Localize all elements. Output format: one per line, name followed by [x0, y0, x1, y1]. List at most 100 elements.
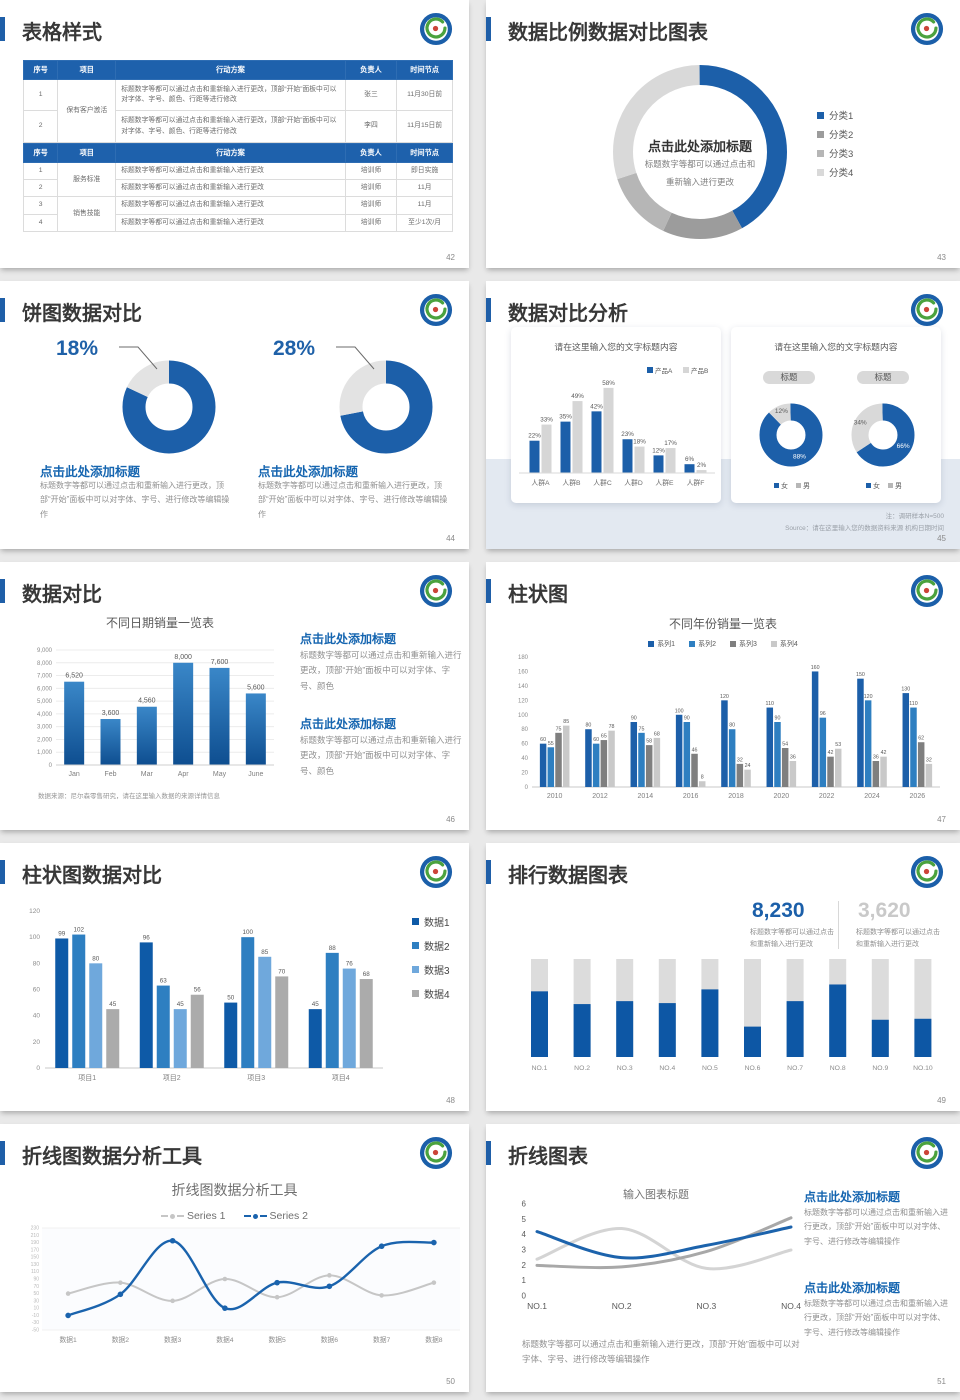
divider: [838, 901, 839, 949]
svg-text:-50: -50: [32, 1328, 39, 1334]
svg-text:22%: 22%: [528, 433, 541, 440]
svg-text:190: 190: [31, 1240, 40, 1246]
svg-text:人群B: 人群B: [562, 478, 581, 487]
slide-45: 数据对比分析 请在这里输入您的文字标题内容 产品A 产品B 22% 33% 人群A 35%…: [486, 281, 960, 549]
svg-text:男: 男: [895, 482, 902, 490]
block-title: 点击此处添加标题: [258, 465, 359, 479]
svg-text:NO.4: NO.4: [659, 1065, 675, 1072]
svg-text:60: 60: [521, 742, 528, 748]
chart-footnote: 数据来源：尼尔森零售研究，请在这里输入数据的来源详情信息: [38, 793, 220, 800]
accent-bar: [0, 298, 5, 322]
svg-text:数据4: 数据4: [216, 1335, 234, 1344]
svg-text:2012: 2012: [592, 793, 608, 800]
svg-text:76: 76: [346, 961, 354, 968]
accent-bar: [486, 17, 491, 41]
chart-legend: 系列1 系列2 系列3 系列4: [486, 634, 960, 652]
block-title: 点击此处添加标题: [40, 465, 141, 479]
slide-46: 数据对比 不同日期销量一览表 0 1,000 2,000 3,000 4,000 5,00…: [0, 562, 469, 830]
svg-text:80: 80: [521, 727, 528, 733]
svg-text:30: 30: [33, 1298, 39, 1304]
svg-text:90: 90: [33, 1277, 39, 1283]
svg-text:2026: 2026: [910, 793, 926, 800]
svg-text:36: 36: [790, 755, 796, 761]
slide-42: 表格样式 序号 项目 行动方案 负责人 时间节点 1 保有客户激活 标题数字等都可以通过点击和…: [0, 0, 469, 268]
slide-title: 表格样式: [22, 22, 102, 44]
card-title: 请在这里输入您的文字标题内容: [554, 342, 678, 352]
svg-text:数据1: 数据1: [59, 1335, 77, 1344]
svg-text:45: 45: [312, 1001, 320, 1008]
svg-text:项目4: 项目4: [332, 1074, 350, 1082]
stat-para: 标题数字等都可以通过点击和重新输入进行更改: [856, 929, 940, 949]
svg-text:85: 85: [261, 949, 269, 956]
svg-text:230: 230: [31, 1226, 40, 1232]
svg-text:160: 160: [811, 665, 820, 671]
svg-text:50: 50: [33, 1291, 39, 1297]
svg-text:80: 80: [33, 960, 41, 967]
card-title: 请在这里输入您的文字标题内容: [774, 342, 898, 352]
svg-text:0: 0: [525, 785, 529, 791]
svg-text:6,000: 6,000: [37, 686, 53, 692]
donut-center-text: 标题数字等都可以通过点击和 重新输入进行更改: [644, 159, 756, 187]
logo-icon: [419, 855, 453, 889]
svg-text:6,520: 6,520: [65, 673, 83, 680]
svg-text:3,600: 3,600: [102, 710, 120, 717]
svg-text:23%: 23%: [621, 431, 634, 438]
svg-text:-30: -30: [32, 1320, 39, 1326]
svg-text:人群A: 人群A: [531, 478, 550, 487]
block-para: 标题数字等都可以通过点击和重新输入进行更改，顶部“开始”面板中可以对字体、字号、…: [804, 1208, 948, 1246]
svg-text:150: 150: [31, 1255, 40, 1261]
svg-text:54: 54: [782, 742, 788, 748]
svg-text:55: 55: [548, 741, 554, 747]
slide-43: 数据比例数据对比图表 分类1 分类2 分类3 分类4 点击此处添加标题 标题数字等都可…: [486, 0, 960, 268]
svg-text:63: 63: [160, 978, 168, 985]
svg-text:分类1: 分类1: [829, 110, 853, 122]
svg-text:8: 8: [701, 775, 704, 781]
svg-text:90: 90: [775, 716, 781, 722]
svg-text:12%: 12%: [775, 408, 788, 415]
svg-text:NO.4: NO.4: [781, 1301, 801, 1311]
svg-text:NO.7: NO.7: [787, 1065, 803, 1072]
svg-text:2018: 2018: [728, 793, 744, 800]
slide-49: 排行数据图表 8,230 标题数字等都可以通过点击和重新输入进行更改 3,620…: [486, 843, 960, 1111]
svg-text:58: 58: [646, 739, 652, 745]
svg-text:130: 130: [901, 687, 910, 693]
svg-text:120: 120: [29, 908, 40, 915]
svg-text:53: 53: [835, 742, 841, 748]
slide-title: 数据对比: [22, 584, 102, 606]
svg-text:70: 70: [278, 968, 286, 975]
percent-label: 28%: [273, 337, 316, 360]
block-title: 点击此处添加标题: [300, 717, 397, 731]
svg-text:66%: 66%: [897, 443, 910, 450]
svg-text:产品A: 产品A: [655, 366, 673, 375]
page-number: 49: [937, 1096, 946, 1105]
svg-text:数据7: 数据7: [373, 1335, 391, 1344]
svg-text:2010: 2010: [547, 793, 563, 800]
svg-text:4,000: 4,000: [37, 712, 53, 718]
svg-text:5,000: 5,000: [37, 699, 53, 705]
logo-icon: [910, 293, 944, 327]
svg-text:120: 120: [720, 694, 729, 700]
page-number: 44: [446, 534, 455, 543]
svg-text:10: 10: [33, 1306, 39, 1312]
svg-text:4,560: 4,560: [138, 698, 156, 705]
svg-text:2014: 2014: [638, 793, 654, 800]
logo-icon: [419, 1136, 453, 1170]
slide-title: 排行数据图表: [508, 865, 628, 887]
svg-text:100: 100: [29, 934, 40, 941]
svg-text:68: 68: [363, 971, 371, 978]
svg-text:33%: 33%: [540, 417, 553, 424]
svg-text:58%: 58%: [602, 380, 615, 387]
block-para: 标题数字等都可以通过点击和重新输入进行更改，顶部“开始”面板中可以对字体、字号、…: [300, 735, 462, 776]
block-para: 标题数字等都可以通过点击和重新输入进行更改，顶部“开始”面板中可以对字体、字号、…: [40, 481, 230, 519]
svg-text:45: 45: [109, 1001, 117, 1008]
action-table-2: 序号 项目 行动方案 负责人 时间节点 1 服务标准 标题数字等都可以通过点击和重新输入进行更…: [22, 143, 453, 232]
slide-50: 折线图数据分析工具 折线图数据分析工具 Series 1 Series 2 230…: [0, 1124, 469, 1392]
svg-text:140: 140: [518, 684, 529, 690]
svg-text:1: 1: [522, 1276, 527, 1285]
svg-text:5: 5: [522, 1215, 527, 1224]
svg-text:24: 24: [745, 763, 751, 769]
svg-text:项目1: 项目1: [78, 1074, 96, 1082]
svg-text:分类3: 分类3: [829, 148, 853, 160]
block-title: 点击此处添加标题: [300, 632, 397, 646]
logo-icon: [419, 574, 453, 608]
